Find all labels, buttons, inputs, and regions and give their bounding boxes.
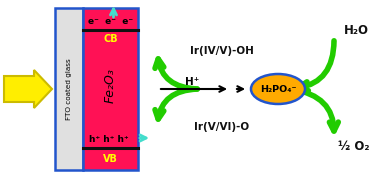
Text: e⁻  e⁻  e⁻: e⁻ e⁻ e⁻ xyxy=(88,17,133,25)
Text: ½ O₂: ½ O₂ xyxy=(338,140,370,153)
Text: Fe₂O₃: Fe₂O₃ xyxy=(104,69,117,103)
Text: H⁺: H⁺ xyxy=(185,77,199,87)
Text: H₂O: H₂O xyxy=(344,23,369,36)
Text: Ir(V/VI)-O: Ir(V/VI)-O xyxy=(194,122,249,132)
Text: CB: CB xyxy=(103,34,118,44)
Bar xyxy=(83,8,138,170)
Text: h⁺ h⁺ h⁺: h⁺ h⁺ h⁺ xyxy=(89,135,128,143)
FancyArrow shape xyxy=(4,70,52,108)
Text: FTO coated glass: FTO coated glass xyxy=(66,58,72,120)
Text: Ir(IV/V)-OH: Ir(IV/V)-OH xyxy=(190,46,254,56)
Bar xyxy=(55,8,83,170)
Ellipse shape xyxy=(251,74,305,104)
Text: H₂PO₄⁻: H₂PO₄⁻ xyxy=(260,85,296,93)
Text: VB: VB xyxy=(103,154,118,164)
